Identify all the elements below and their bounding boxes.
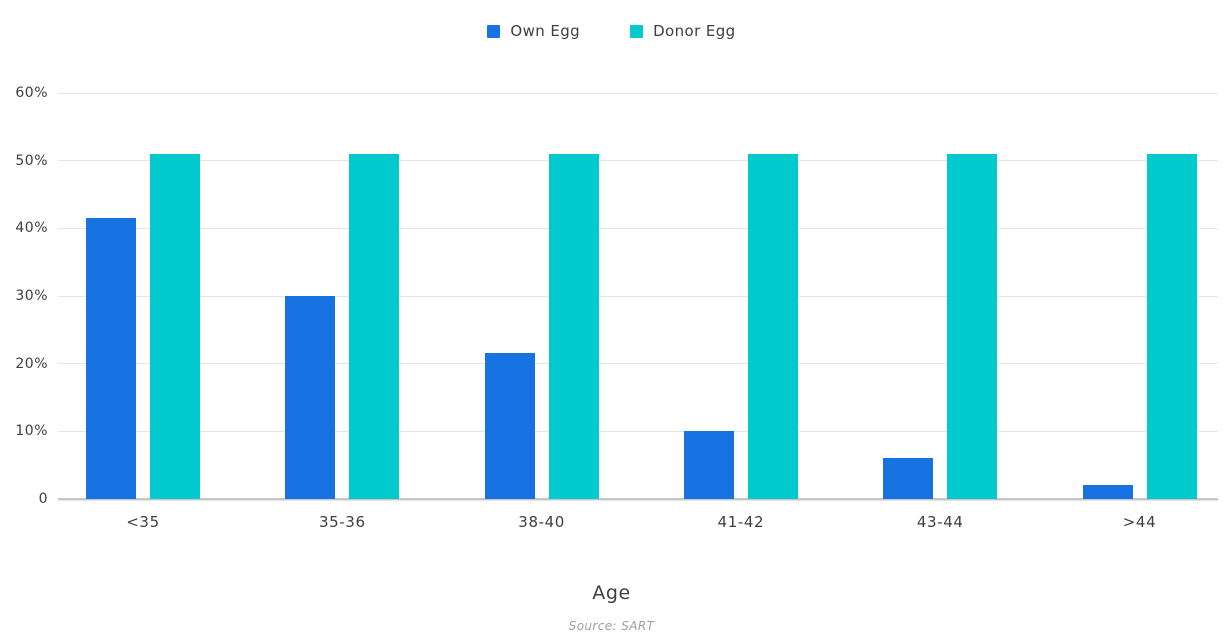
x-axis-line: [58, 498, 1218, 500]
bar-donor-egg-38-40: [548, 153, 599, 499]
x-axis-labels: <35 35-36 38-40 41-42 43-44 >44: [58, 513, 1218, 535]
legend-item-donor-egg: Donor Egg: [630, 22, 735, 40]
y-axis-labels: 0 10% 20% 30% 40% 50% 60%: [0, 85, 48, 507]
x-tick-label-43-44: 43-44: [916, 513, 964, 531]
y-tick-label-30: 30%: [15, 288, 48, 304]
gridline-60: [58, 92, 1218, 94]
x-tick-label->44: >44: [1122, 513, 1157, 531]
gridline-50: [58, 160, 1218, 162]
x-tick-label-38-40: 38-40: [518, 513, 565, 531]
x-tick-label-<35: <35: [126, 513, 160, 531]
bar-own-egg-38-40: [484, 352, 535, 499]
bar-donor-egg-35-36: [349, 153, 400, 499]
x-tick-label-41-42: 41-42: [717, 513, 765, 531]
legend-label-donor-egg: Donor Egg: [653, 22, 736, 40]
bar-own-egg-<35: [86, 218, 136, 499]
gridline-40: [58, 227, 1218, 229]
y-tick-label-50: 50%: [15, 152, 48, 169]
legend-label-own-egg: Own Egg: [510, 22, 581, 40]
legend-swatch-own-egg-icon: [487, 24, 501, 38]
plot-area: [58, 92, 1218, 500]
y-tick-label-40: 40%: [15, 220, 48, 237]
bar-donor-egg->44: [1146, 153, 1197, 499]
y-tick-label-60: 60%: [15, 85, 48, 101]
gridline-10: [58, 430, 1218, 432]
y-tick-label-10: 10%: [15, 423, 48, 440]
gridline-20: [58, 363, 1218, 365]
bar-donor-egg-41-42: [747, 153, 798, 499]
chart-legend: Own Egg Donor Egg: [0, 22, 1223, 40]
legend-item-own-egg: Own Egg: [487, 22, 580, 40]
y-tick-label-20: 20%: [15, 355, 48, 372]
x-tick-label-35-36: 35-36: [319, 513, 366, 531]
legend-swatch-donor-egg-icon: [630, 24, 644, 38]
bar-own-egg-35-36: [285, 296, 336, 499]
bar-donor-egg-43-44: [947, 153, 998, 499]
bar-own-egg->44: [1082, 485, 1133, 499]
x-axis-title: Age: [592, 582, 631, 604]
bar-donor-egg-<35: [150, 153, 200, 499]
source-note: Source: SART: [568, 619, 655, 633]
bar-own-egg-43-44: [883, 458, 934, 499]
gridline-30: [58, 295, 1218, 297]
y-tick-label-0: 0: [38, 491, 48, 507]
bar-own-egg-41-42: [683, 431, 734, 499]
